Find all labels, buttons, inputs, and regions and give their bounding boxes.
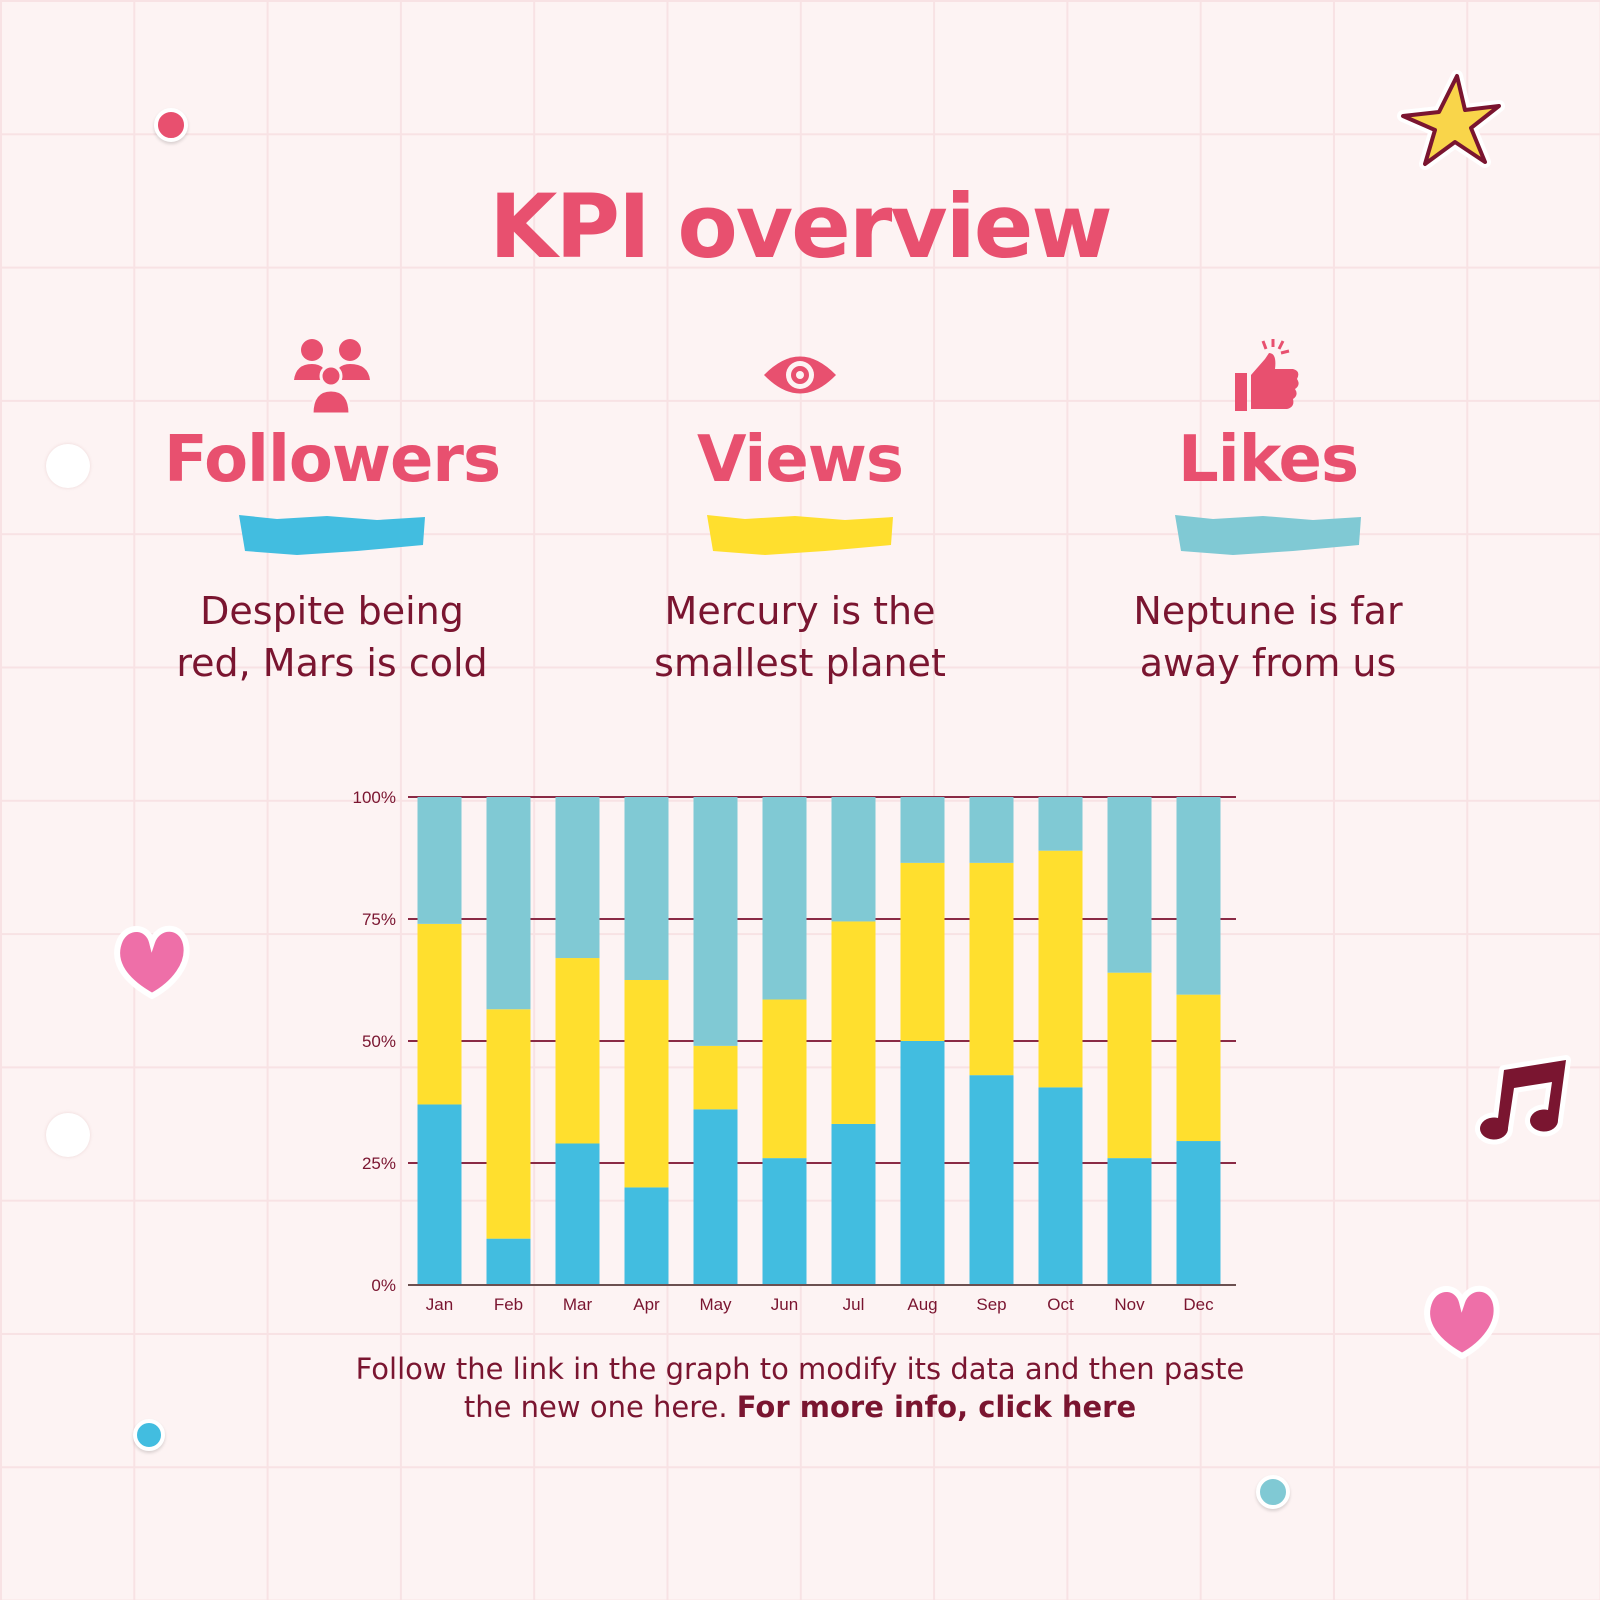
thumbs-up-icon	[1235, 339, 1299, 411]
eye-icon	[764, 356, 836, 394]
bar-segment	[693, 797, 738, 1046]
bar-segment	[624, 1187, 669, 1285]
x-tick-label: Jun	[771, 1295, 798, 1314]
bar-segment	[486, 797, 531, 1010]
bar-segment	[969, 1075, 1014, 1285]
decor-dot-white	[46, 1113, 90, 1157]
decor-dot-pink	[154, 108, 188, 142]
y-tick-label: 0%	[371, 1276, 396, 1295]
bar-segment	[486, 1238, 531, 1285]
kpi-label: Views	[697, 423, 904, 497]
bar-segment	[831, 1123, 876, 1285]
star-icon	[1397, 70, 1505, 170]
bar-segment	[900, 797, 945, 863]
bar-segment	[693, 1109, 738, 1285]
users-icon	[294, 339, 370, 414]
x-tick-label: Dec	[1183, 1295, 1214, 1314]
note-text: the new one here.	[463, 1390, 737, 1424]
kpi-text: smallest planet	[654, 641, 946, 685]
page-title: KPI overview	[489, 175, 1112, 278]
bar-segment	[417, 923, 462, 1105]
kpi-likes: Likes Neptune is far away from us	[1058, 335, 1478, 689]
x-tick-label: Oct	[1047, 1295, 1074, 1314]
bar-segment	[417, 1104, 462, 1285]
x-tick-label: Jul	[843, 1295, 865, 1314]
x-tick-label: Feb	[494, 1295, 523, 1314]
kpi-text: red, Mars is cold	[176, 641, 488, 685]
heart-icon	[1424, 1285, 1500, 1360]
heart-icon	[114, 925, 190, 1000]
bar-segment	[831, 797, 876, 922]
stacked-bar-chart[interactable]: 0% 25% 50% 75% 100% Jan Feb Mar Apr May Jun Jul Aug S…	[330, 770, 1250, 1320]
x-tick-label: Jan	[426, 1295, 453, 1314]
y-tick-label: 50%	[362, 1032, 396, 1051]
brush-stroke	[1175, 515, 1361, 555]
kpi-label: Likes	[1177, 423, 1359, 497]
bar-segment	[624, 980, 669, 1188]
bar-segment	[555, 1143, 600, 1285]
y-tick-label: 75%	[362, 910, 396, 929]
bar-segment	[969, 797, 1014, 863]
bar-segment	[762, 999, 807, 1159]
bar-segment	[1176, 994, 1221, 1142]
bar-segment	[1176, 1141, 1221, 1285]
bar-segment	[969, 862, 1014, 1076]
bar-segment	[1038, 1087, 1083, 1285]
kpi-followers: Followers Despite being red, Mars is cold	[122, 335, 542, 689]
note-text: Follow the link in the graph to modify i…	[355, 1352, 1245, 1386]
x-tick-label: Sep	[976, 1295, 1006, 1314]
bar-segment	[900, 862, 945, 1041]
bar-segment	[624, 797, 669, 980]
bar-segment	[1176, 797, 1221, 995]
bar-segment	[555, 958, 600, 1144]
footer-note: Follow the link in the graph to modify i…	[0, 1350, 1600, 1426]
bar-segment	[831, 921, 876, 1124]
y-tick-label: 25%	[362, 1154, 396, 1173]
bar-segment	[1107, 972, 1152, 1159]
kpi-label: Followers	[163, 423, 501, 497]
y-tick-label: 100%	[353, 788, 396, 807]
decor-dot-blue	[133, 1419, 165, 1451]
bar-segment	[1038, 797, 1083, 851]
bar-segment	[555, 797, 600, 959]
brush-stroke	[707, 515, 893, 555]
decor-dot-teal	[1256, 1475, 1290, 1509]
more-info-link[interactable]: For more info, click here	[736, 1390, 1137, 1424]
bar-segment	[1107, 797, 1152, 973]
kpi-text: away from us	[1139, 641, 1397, 685]
bar-segment	[762, 797, 807, 1000]
bar-segment	[1107, 1158, 1152, 1285]
kpi-views: Views Mercury is the smallest planet	[590, 335, 1010, 689]
bar-segment	[693, 1045, 738, 1110]
music-note-icon	[1475, 1055, 1571, 1145]
x-tick-label: Mar	[563, 1295, 593, 1314]
x-tick-label: Nov	[1114, 1295, 1145, 1314]
bar-segment	[762, 1158, 807, 1285]
decor-dot-white	[46, 444, 90, 488]
kpi-text: Mercury is the	[664, 589, 936, 633]
brush-stroke	[239, 515, 425, 555]
bar-segment	[417, 797, 462, 924]
x-tick-label: Apr	[633, 1295, 660, 1314]
kpi-text: Despite being	[200, 589, 464, 633]
x-tick-label: Aug	[907, 1295, 937, 1314]
x-tick-label: May	[699, 1295, 732, 1314]
bar-segment	[486, 1009, 531, 1239]
kpi-text: Neptune is far	[1133, 589, 1403, 633]
bar-segment	[900, 1041, 945, 1285]
bar-segment	[1038, 850, 1083, 1088]
